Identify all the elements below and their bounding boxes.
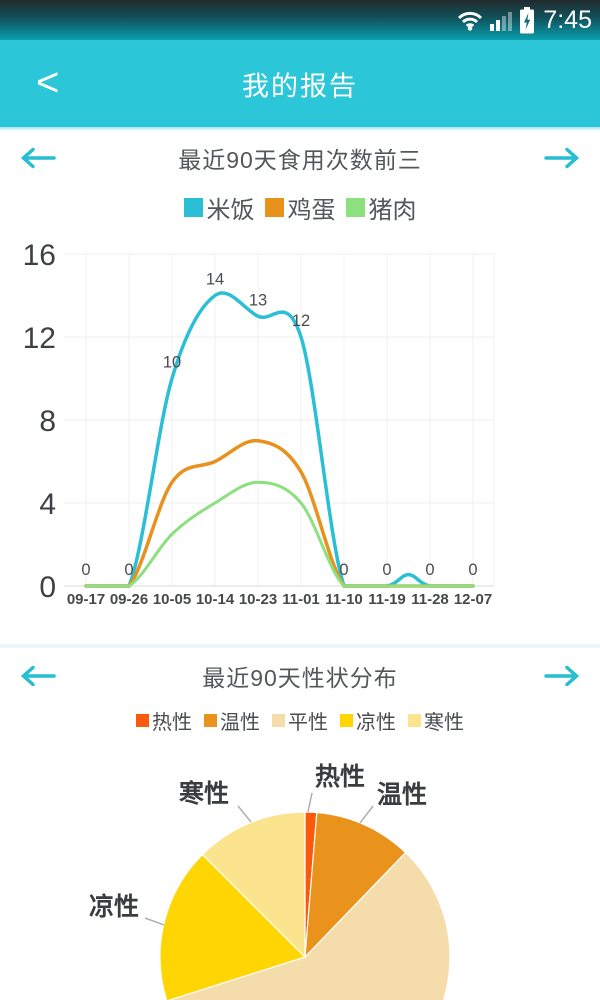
legend-item-3[interactable]: 凉性 <box>340 706 396 735</box>
svg-text:热性: 热性 <box>315 763 365 791</box>
svg-text:0: 0 <box>339 561 348 579</box>
battery-charging-icon <box>519 6 535 34</box>
svg-text:10-05: 10-05 <box>153 591 191 608</box>
legend-swatch-icon <box>136 713 149 727</box>
svg-text:0: 0 <box>81 561 90 579</box>
line-chart-prev-arrow[interactable] <box>0 146 76 170</box>
line-chart-legend: 米饭 鸡蛋 猪肉 <box>0 190 600 224</box>
series-line-0 <box>84 291 475 588</box>
legend-label: 猪肉 <box>368 196 417 224</box>
grid-lines <box>64 253 495 587</box>
svg-text:10-14: 10-14 <box>196 591 235 608</box>
svg-text:11-28: 11-28 <box>411 591 449 608</box>
svg-text:11-10: 11-10 <box>325 591 363 608</box>
svg-text:0: 0 <box>39 571 56 604</box>
pie-slices <box>159 811 451 1000</box>
svg-text:温性: 温性 <box>377 781 427 809</box>
svg-text:凉性: 凉性 <box>89 892 139 921</box>
pie-slice-1 <box>304 811 407 959</box>
legend-label: 鸡蛋 <box>287 196 336 224</box>
legend-item-2[interactable]: 猪肉 <box>345 190 417 225</box>
pie-slice-4 <box>201 811 306 959</box>
svg-text:12: 12 <box>23 322 56 355</box>
series-line-2 <box>84 480 475 588</box>
page-title: 我的报告 <box>242 71 358 101</box>
legend-item-2[interactable]: 平性 <box>272 706 328 735</box>
svg-text:0: 0 <box>468 561 477 579</box>
svg-text:12-07: 12-07 <box>454 591 492 608</box>
legend-item-0[interactable]: 热性 <box>136 706 192 735</box>
axis-labels: 0 4 8 12 16 09-17 09-26 10-05 10-14 10-23 11-01 11-… <box>23 239 493 608</box>
line-chart-next-arrow[interactable] <box>524 146 600 170</box>
svg-text:11-19: 11-19 <box>368 591 406 608</box>
pie-slice-3 <box>159 853 307 1000</box>
pie-chart-legend: 热性 温性 平性 凉性 寒性 <box>0 706 600 734</box>
svg-text:0: 0 <box>425 561 434 579</box>
legend-swatch-icon <box>204 713 217 727</box>
legend-label: 平性 <box>288 711 328 734</box>
svg-text:10-23: 10-23 <box>239 591 277 608</box>
svg-text:寒性: 寒性 <box>179 779 229 808</box>
pie-slice-2 <box>167 851 451 1000</box>
legend-swatch-icon <box>183 197 203 217</box>
line-chart-section: 最近90天食用次数前三 米饭 鸡蛋 猪肉 0 4 8 12 16 09-17 09-26 10-0… <box>0 140 600 618</box>
svg-text:16: 16 <box>23 239 56 272</box>
svg-text:0: 0 <box>124 561 133 579</box>
legend-swatch-icon <box>264 197 284 217</box>
pie-chart-title: 最近90天性状分布 <box>202 665 398 691</box>
legend-swatch-icon <box>408 713 421 727</box>
legend-label: 热性 <box>152 711 192 734</box>
svg-text:4: 4 <box>39 488 56 521</box>
legend-label: 寒性 <box>424 711 464 734</box>
svg-text:0: 0 <box>382 561 391 579</box>
legend-swatch-icon <box>340 713 353 727</box>
back-button[interactable]: < <box>36 59 60 104</box>
legend-item-4[interactable]: 寒性 <box>408 706 464 735</box>
app-header: < 我的报告 <box>0 40 600 127</box>
value-labels: 0 0 10 14 13 12 0 0 0 0 <box>81 271 477 580</box>
line-chart-title: 最近90天食用次数前三 <box>178 147 422 173</box>
pie-chart-prev-arrow[interactable] <box>0 664 76 688</box>
legend-item-1[interactable]: 温性 <box>204 706 260 735</box>
status-time: 7:45 <box>543 5 592 34</box>
legend-item-0[interactable]: 米饭 <box>183 190 255 225</box>
svg-text:12: 12 <box>292 312 310 330</box>
section-divider <box>0 644 600 648</box>
pie-chart-section: 最近90天性状分布 热性 温性 平性 凉性 寒性 热性 温性 凉性 寒性 <box>0 658 600 1000</box>
legend-label: 凉性 <box>356 711 396 734</box>
pie-chart-next-arrow[interactable] <box>524 664 600 688</box>
svg-text:09-17: 09-17 <box>67 591 105 608</box>
legend-swatch-icon <box>272 713 285 727</box>
svg-text:09-26: 09-26 <box>110 591 148 608</box>
series-line-1 <box>84 438 475 588</box>
signal-icon <box>490 9 513 31</box>
legend-label: 米饭 <box>206 196 255 224</box>
svg-text:8: 8 <box>39 405 56 438</box>
legend-label: 温性 <box>220 711 260 734</box>
line-chart-canvas: 0 4 8 12 16 09-17 09-26 10-05 10-14 10-23 11-01 11-… <box>23 239 495 608</box>
status-bar: 7:45 <box>0 0 600 40</box>
svg-text:14: 14 <box>206 271 224 289</box>
header-edge <box>0 127 600 131</box>
wifi-icon <box>456 9 484 31</box>
svg-text:10: 10 <box>163 354 181 372</box>
legend-item-1[interactable]: 鸡蛋 <box>264 190 336 225</box>
svg-text:11-01: 11-01 <box>282 591 320 608</box>
legend-swatch-icon <box>345 197 365 217</box>
svg-text:13: 13 <box>249 291 267 309</box>
